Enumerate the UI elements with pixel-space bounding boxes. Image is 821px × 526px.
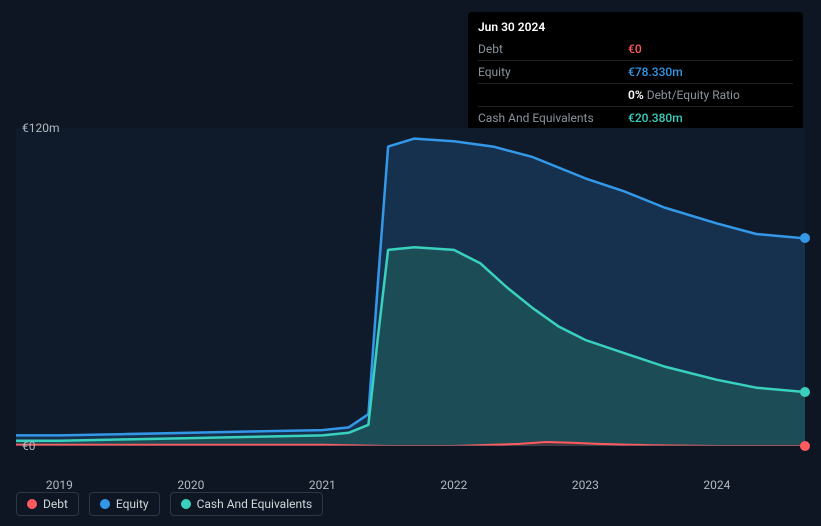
y-axis-label: €120m [22, 121, 28, 135]
legend-label: Equity [116, 497, 149, 511]
tooltip-row-value: €0 [628, 40, 642, 58]
legend-item-cash-and-equivalents[interactable]: Cash And Equivalents [170, 492, 324, 516]
legend-label: Cash And Equivalents [197, 497, 313, 511]
chart-svg [16, 128, 805, 446]
x-axis-label: 2023 [572, 478, 599, 492]
legend-item-equity[interactable]: Equity [89, 492, 160, 516]
chart-legend: Debt Equity Cash And Equivalents [16, 492, 323, 516]
legend-label: Debt [43, 497, 68, 511]
tooltip-row-label: Debt [478, 40, 628, 58]
x-axis-label: 2021 [309, 478, 336, 492]
legend-dot-icon [100, 499, 110, 509]
tooltip-row-value: €78.330m [628, 63, 683, 81]
tooltip-row-label: Equity [478, 63, 628, 81]
tooltip-ratio-value: 0% Debt/Equity Ratio [628, 86, 740, 104]
tooltip-row-value: €20.380m [628, 109, 683, 127]
x-axis-label: 2020 [177, 478, 204, 492]
y-axis-label: €0 [22, 439, 28, 453]
tooltip-row-label: Cash And Equivalents [478, 109, 628, 127]
end-marker-equity [800, 233, 810, 243]
tooltip-row: Cash And Equivalents€20.380m [478, 107, 793, 129]
chart-plot-area: 201920202021202220232024 €0€120m [16, 128, 805, 476]
tooltip-row: Debt€0 [478, 38, 793, 61]
legend-item-debt[interactable]: Debt [16, 492, 79, 516]
x-axis-label: 2019 [46, 478, 73, 492]
end-marker-debt [800, 441, 810, 451]
end-marker-cash-and-equivalents [800, 387, 810, 397]
x-axis-label: 2024 [703, 478, 730, 492]
tooltip-ratio-row: 0% Debt/Equity Ratio [478, 84, 793, 107]
legend-dot-icon [27, 499, 37, 509]
x-axis-label: 2022 [440, 478, 467, 492]
tooltip-row: Equity€78.330m [478, 61, 793, 84]
legend-dot-icon [181, 499, 191, 509]
tooltip-date: Jun 30 2024 [478, 18, 793, 36]
chart-tooltip: Jun 30 2024 Debt€0Equity€78.330m 0% Debt… [468, 12, 803, 135]
